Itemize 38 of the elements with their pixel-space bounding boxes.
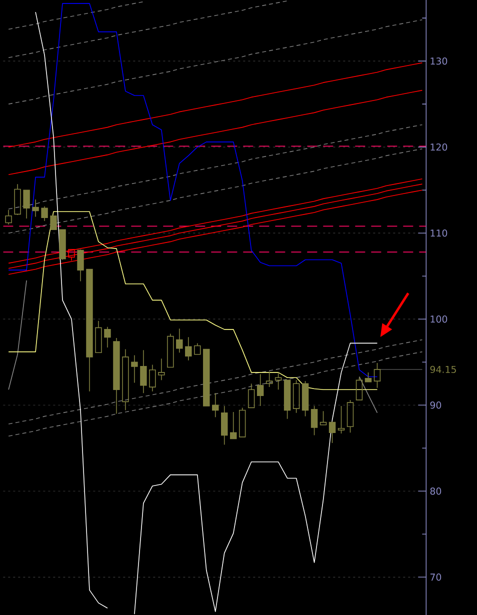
- candlestick: [68, 249, 75, 262]
- y-tick-label: 80: [430, 488, 442, 495]
- candlestick: [338, 406, 345, 434]
- candlestick: [140, 350, 147, 394]
- candlestick: [14, 184, 21, 216]
- candlestick: [212, 392, 219, 418]
- candlestick: [148, 364, 156, 392]
- y-tick-label: 110: [430, 230, 448, 237]
- candlestick: [95, 320, 102, 354]
- candlestick: [41, 206, 48, 222]
- candlestick: [238, 407, 246, 438]
- candlestick: [356, 377, 363, 400]
- candlestick: [292, 380, 300, 414]
- candlestick: [122, 348, 129, 411]
- candlestick: [256, 374, 264, 406]
- candlestick: [194, 342, 201, 355]
- y-tick-label: 100: [430, 316, 448, 323]
- candlestick: [274, 372, 282, 390]
- candlestick: [32, 199, 39, 218]
- candlestick: [248, 383, 255, 408]
- candlestick: [113, 338, 120, 414]
- candlestick: [131, 354, 138, 384]
- y-tick-label: 130: [430, 57, 448, 65]
- candlestick: [158, 358, 165, 381]
- candlestick: [5, 209, 12, 225]
- y-tick-label: 94.15: [430, 366, 456, 374]
- candlestick: [220, 406, 228, 446]
- candlestick: [166, 333, 174, 368]
- y-tick-label: 120: [430, 144, 448, 151]
- candlestick: [266, 371, 273, 388]
- candlestick: [104, 326, 111, 348]
- candlestick: [374, 362, 381, 388]
- candlestick: [176, 328, 183, 354]
- y-tick-label: 70: [430, 574, 442, 581]
- y-tick-label: 90: [430, 402, 442, 409]
- candlestick: [320, 410, 327, 426]
- candlestick: [184, 336, 192, 361]
- candlestick: [346, 400, 354, 434]
